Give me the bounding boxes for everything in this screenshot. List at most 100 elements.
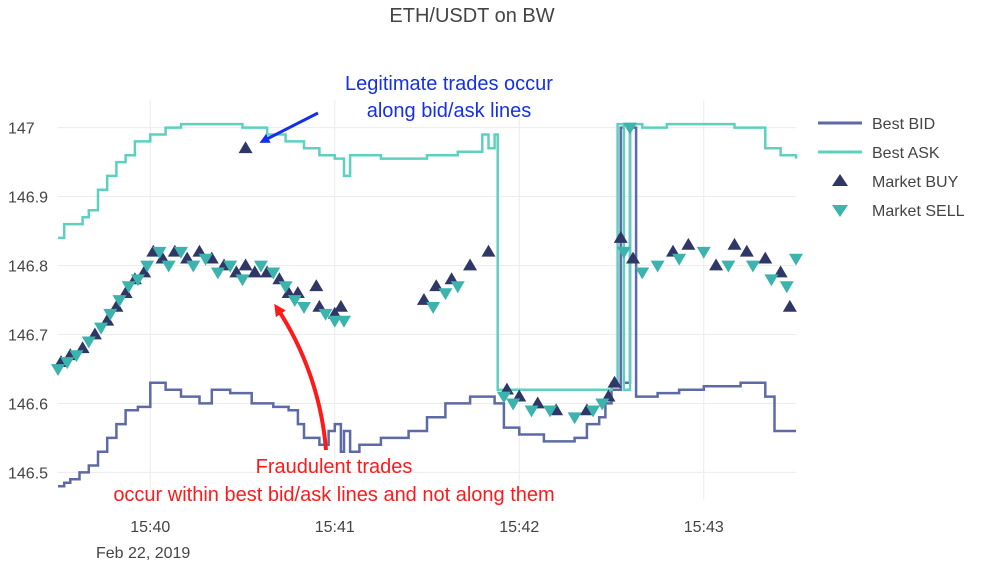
x-axis-date-label: Feb 22, 2019 [96, 545, 190, 562]
annotation-legitimate-line-2: along bid/ask lines [367, 100, 532, 122]
annotation-legitimate-arrow [259, 111, 319, 143]
market-sell-marker [586, 405, 601, 418]
market-buy-marker [444, 272, 459, 285]
market-buy-marker [613, 230, 628, 243]
market-sell-marker [152, 246, 167, 259]
y-tick-label: 147 [8, 121, 35, 138]
market-sell-marker [318, 308, 333, 321]
annotation-fraudulent-line-2: occur within best bid/ask lines and not … [113, 484, 554, 506]
legend-item-best-ask[interactable]: Best ASK [818, 145, 940, 162]
market-buy-marker [155, 251, 170, 264]
market-buy-marker [727, 237, 742, 250]
market-buy-marker [782, 299, 797, 312]
market-sell-marker [567, 412, 582, 425]
market-buy-marker [281, 286, 296, 299]
x-tick-label: 15:40 [130, 519, 170, 536]
legend-item-market-sell[interactable]: Market SELL [832, 203, 965, 220]
market-sell-marker [543, 405, 557, 418]
market-sell-marker [297, 301, 311, 314]
market-buy-marker [739, 244, 754, 257]
market-sell-marker [69, 350, 84, 363]
market-sell-marker [266, 267, 281, 280]
market-buy-marker [312, 299, 327, 312]
market-buy-marker [463, 258, 478, 271]
market-buy-marker [238, 258, 253, 271]
market-sell-marker [721, 260, 736, 273]
market-sell-marker [450, 281, 465, 294]
annotation-legitimate: Legitimate trades occur along bid/ask li… [259, 73, 553, 143]
market-sell-marker [438, 288, 453, 301]
market-sell-marker [426, 301, 441, 314]
market-sell-marker [595, 398, 610, 411]
legend-bid-label: Best BID [872, 116, 935, 133]
market-sell-marker [174, 246, 188, 259]
market-sell-marker [121, 281, 136, 294]
market-buy-marker [626, 251, 641, 264]
market-sell-marker [635, 267, 650, 280]
market-buy-marker [327, 306, 342, 319]
trade-markers [51, 122, 803, 425]
legend-item-market-buy[interactable]: Market BUY [832, 174, 959, 191]
market-buy-marker [100, 313, 115, 326]
market-sell-marker [186, 260, 201, 273]
market-buy-marker [247, 265, 262, 278]
market-buy-marker [180, 251, 195, 264]
market-sell-marker [327, 315, 342, 328]
x-tick-label: 15:41 [315, 519, 355, 536]
y-tick-label: 146.9 [8, 190, 48, 207]
x-tick-label: 15:43 [684, 519, 724, 536]
market-buy-marker [773, 265, 788, 278]
market-sell-marker [51, 364, 65, 376]
annotation-legitimate-line-1: Legitimate trades occur [345, 73, 553, 95]
market-buy-marker [607, 375, 622, 388]
market-sell-marker [210, 267, 225, 280]
market-sell-marker [287, 295, 302, 307]
market-sell-marker [253, 260, 268, 273]
market-sell-marker [94, 322, 109, 335]
best-ask-line [58, 122, 798, 391]
legend[interactable]: Best BID Best ASK Market BUY Market SELL [818, 116, 965, 220]
market-sell-marker [223, 260, 238, 273]
legend-item-best-bid[interactable]: Best BID [818, 116, 935, 133]
market-sell-marker [198, 253, 213, 266]
market-sell-marker [130, 274, 145, 287]
market-sell-marker [745, 260, 760, 273]
market-buy-marker [87, 327, 102, 340]
x-tick-label: 15:42 [499, 519, 539, 536]
market-sell-marker [112, 295, 127, 307]
market-buy-marker [75, 341, 90, 354]
plot-area [58, 122, 798, 488]
market-sell-marker [622, 122, 637, 135]
annotation-fraudulent-arrow [274, 303, 328, 451]
market-sell-marker [616, 246, 631, 259]
market-sell-marker [81, 336, 96, 349]
market-sell-marker [650, 260, 665, 273]
y-tick-label: 146.8 [8, 259, 48, 276]
market-buy-marker [499, 382, 514, 395]
market-buy-marker [530, 396, 545, 409]
y-tick-label: 146.7 [8, 327, 48, 344]
market-buy-marker [681, 237, 696, 250]
legend-ask-label: Best ASK [872, 145, 940, 162]
market-sell-marker [672, 253, 687, 266]
market-sell-marker [60, 357, 75, 370]
market-buy-marker [601, 389, 616, 402]
annotation-fraudulent: Fraudulent trades occur within best bid/… [113, 303, 555, 506]
market-sell-marker [103, 308, 118, 321]
market-sell-marker [779, 281, 794, 294]
market-buy-marker [429, 279, 444, 292]
market-buy-marker [238, 141, 253, 154]
market-sell-marker [496, 391, 511, 404]
axes: 146.5 146.6 146.7 146.8 146.9 147 15:40 15:41 15… [8, 121, 724, 536]
market-sell-marker [524, 405, 539, 418]
market-sell-marker [161, 260, 176, 273]
market-buy-marker [416, 293, 431, 305]
legend-sell-symbol [832, 205, 848, 217]
market-buy-marker [192, 244, 207, 257]
y-tick-label: 146.6 [8, 396, 48, 413]
market-buy-marker [229, 265, 244, 278]
annotation-fraudulent-line-1: Fraudulent trades [256, 456, 413, 478]
market-sell-marker [278, 281, 293, 294]
legend-buy-label: Market BUY [872, 174, 959, 191]
